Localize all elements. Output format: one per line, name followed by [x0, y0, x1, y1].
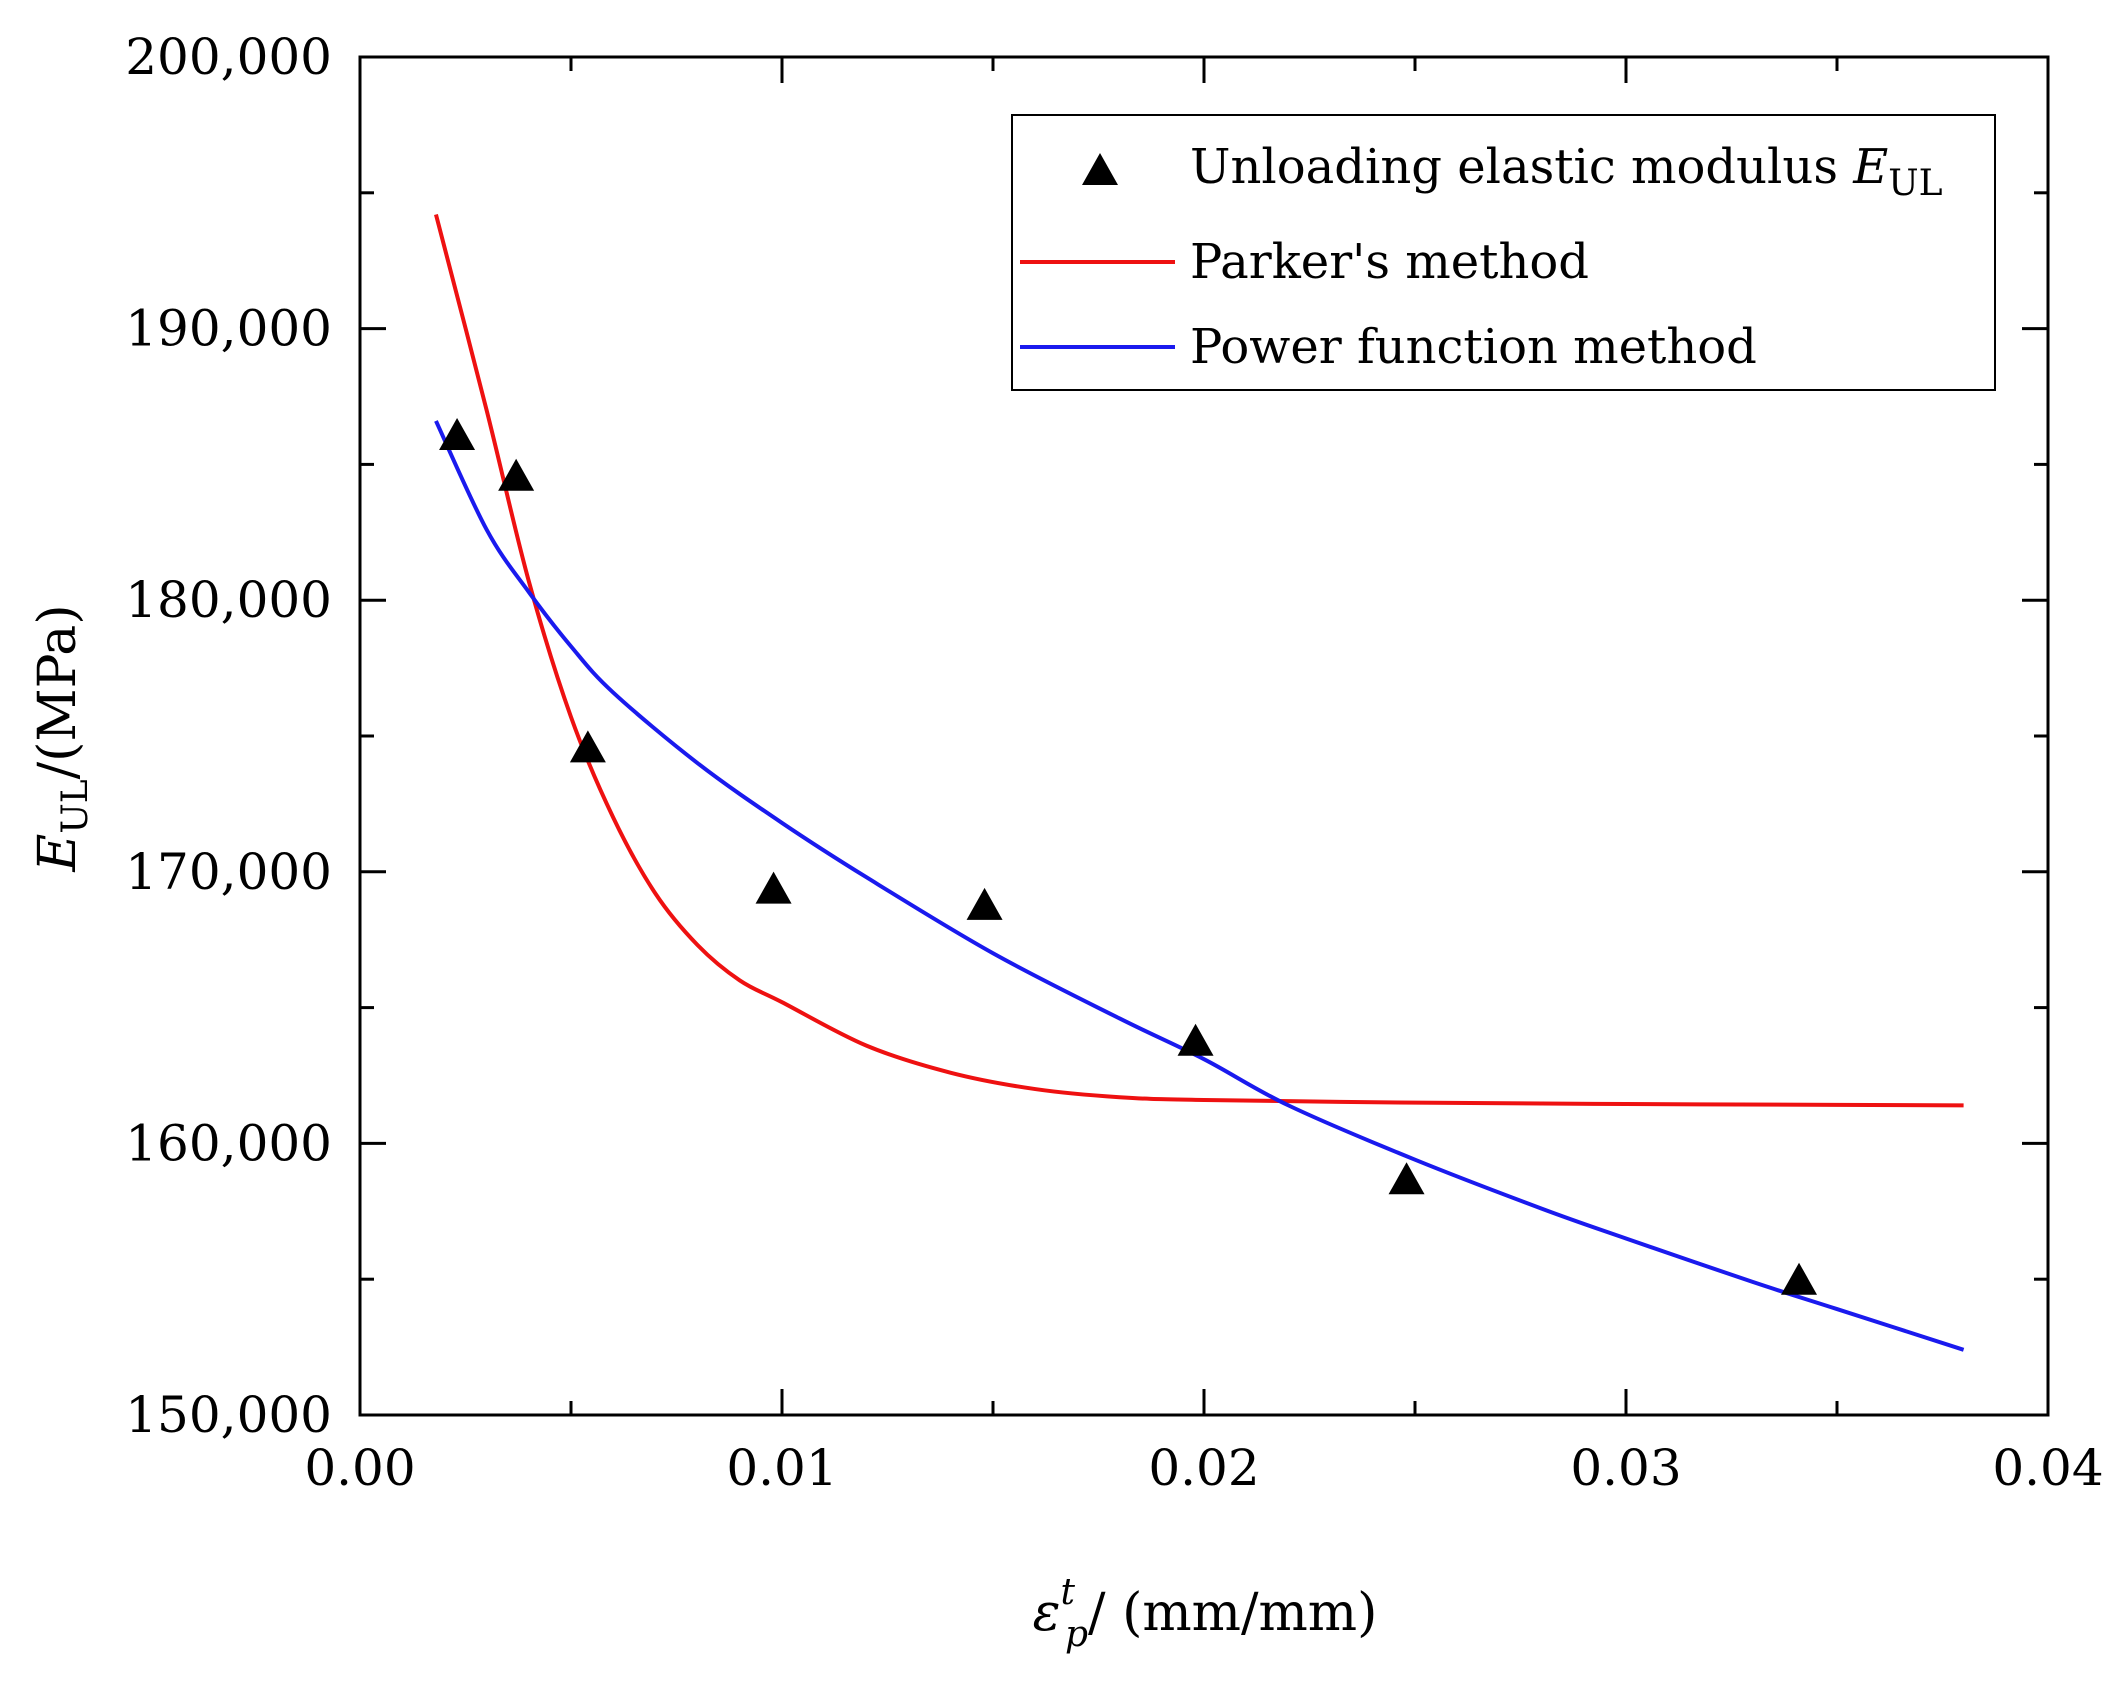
- y-tick-label: 200,000: [125, 28, 332, 86]
- data-point-triangle: [1177, 1023, 1214, 1056]
- data-point-triangle: [966, 887, 1003, 920]
- x-axis-label-superscript: t: [1061, 1572, 1076, 1613]
- y-tick-labels: 150,000 160,000 170,000 180,000 190,000 200,0…: [125, 28, 332, 1444]
- y-axis-label-unit: /(MPa): [28, 604, 88, 779]
- x-axis-label-symbol: ε: [1033, 1583, 1061, 1643]
- series-line-2: [434, 420, 1965, 1352]
- y-axis-label-subscript: UL: [55, 779, 96, 833]
- legend-box: [1011, 114, 1996, 391]
- legend: Unloading elastic modulus EUL Parker's m…: [1011, 114, 1996, 391]
- x-tick-label: 0.00: [304, 1439, 415, 1497]
- data-point-triangle: [1388, 1162, 1425, 1195]
- x-tick-label: 0.02: [1148, 1439, 1259, 1497]
- legend-marker-triangle: [1082, 153, 1118, 185]
- data-point-triangle: [1781, 1262, 1818, 1295]
- legend-label-points-symbol: E: [1852, 139, 1888, 195]
- y-tick-label: 170,000: [125, 843, 332, 901]
- legend-label-points-name: Unloading elastic modulus: [1190, 139, 1838, 195]
- data-point-triangle: [755, 871, 792, 904]
- y-tick-label: 150,000: [125, 1386, 332, 1444]
- legend-label-points-subscript: UL: [1888, 163, 1942, 204]
- legend-label-parker: Parker's method: [1190, 234, 1589, 290]
- y-axis-label: EUL/(MPa): [28, 604, 96, 872]
- axis-ticks: [358, 55, 2050, 1417]
- series-lines: [434, 214, 1965, 1352]
- legend-label-power: Power function method: [1190, 319, 1757, 375]
- x-axis-label-subscript: p: [1065, 1614, 1088, 1655]
- x-tick-label: 0.04: [1992, 1439, 2103, 1497]
- x-axis-label: εt p/ (mm/mm): [1033, 1572, 1378, 1655]
- data-point-triangle: [498, 458, 535, 491]
- y-tick-label: 180,000: [125, 571, 332, 629]
- data-point-triangle: [439, 418, 476, 451]
- series-points: [439, 418, 1818, 1295]
- x-axis-label-unit: / (mm/mm): [1088, 1583, 1377, 1643]
- x-tick-labels: 0.00 0.01 0.02 0.03 0.04: [304, 1439, 2103, 1497]
- y-tick-label: 190,000: [125, 300, 332, 358]
- series-line-1: [434, 214, 1964, 1108]
- x-tick-label: 0.01: [726, 1439, 837, 1497]
- y-tick-label: 160,000: [125, 1114, 332, 1172]
- legend-label-points: Unloading elastic modulus EUL: [1190, 139, 1943, 204]
- y-axis-label-symbol: E: [28, 834, 88, 873]
- x-tick-label: 0.03: [1570, 1439, 1681, 1497]
- data-point-triangle: [569, 730, 606, 763]
